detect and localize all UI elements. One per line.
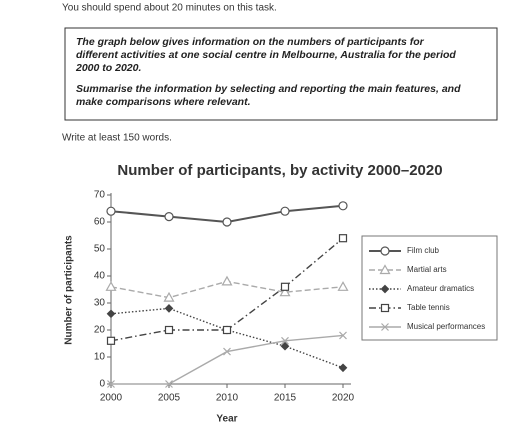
marker — [163, 291, 175, 302]
x-tick-label: 2010 — [216, 393, 239, 404]
marker — [106, 309, 116, 319]
prompt-line: different activities at one social centr… — [76, 49, 456, 61]
y-tick-label: 40 — [94, 271, 106, 282]
marker — [338, 363, 348, 373]
y-tick-label: 50 — [94, 244, 106, 255]
legend-label: Table tennis — [407, 303, 450, 312]
chart-title: Number of participants, by activity 2000… — [117, 162, 442, 179]
legend-marker — [380, 246, 390, 256]
prompt-line: Summarise the information by selecting a… — [76, 83, 461, 95]
marker — [339, 331, 347, 340]
marker — [164, 212, 174, 222]
marker — [106, 206, 116, 216]
marker — [164, 325, 174, 335]
marker — [107, 380, 115, 388]
marker — [338, 201, 348, 211]
legend-marker — [379, 264, 391, 275]
legend-marker — [380, 284, 390, 294]
prompt-box — [64, 27, 498, 121]
word-count-instruction: Write at least 150 words. — [62, 133, 172, 144]
marker — [165, 380, 173, 388]
prompt-line: 2000 to 2020. — [75, 62, 141, 74]
prompt-line: The graph below gives information on the… — [76, 36, 425, 48]
marker — [338, 234, 348, 243]
y-axis-label: Number of participants — [64, 235, 75, 345]
y-tick-label: 10 — [94, 352, 106, 363]
series-line — [111, 334, 344, 385]
y-tick-label: 0 — [99, 379, 105, 390]
marker — [106, 336, 116, 345]
marker — [221, 275, 233, 286]
marker — [164, 304, 174, 313]
y-tick-label: 70 — [94, 190, 106, 201]
instruction: You should spend about 20 minutes on thi… — [62, 3, 277, 14]
legend-label: Martial arts — [407, 265, 447, 274]
marker — [280, 206, 290, 216]
marker — [279, 286, 291, 297]
y-tick-label: 30 — [94, 298, 106, 309]
marker — [281, 336, 289, 345]
x-tick-label: 2020 — [332, 393, 355, 404]
legend-marker — [381, 323, 389, 331]
y-tick-label: 20 — [94, 325, 106, 336]
marker — [222, 325, 232, 335]
marker — [105, 281, 117, 291]
x-tick-label: 2000 — [100, 393, 123, 404]
marker — [222, 217, 232, 227]
x-tick-label: 2005 — [158, 393, 181, 404]
prompt: The graph below gives information on the… — [75, 36, 461, 108]
x-tick-label: 2015 — [274, 393, 297, 404]
marker — [280, 282, 290, 291]
marker — [280, 341, 290, 351]
marker — [223, 347, 231, 356]
prompt-line: make comparisons where relevant. — [76, 96, 251, 108]
legend-label: Film club — [407, 246, 440, 255]
legend-marker — [380, 303, 390, 313]
marker — [337, 281, 349, 291]
x-axis-label: Year — [216, 414, 237, 425]
legend-label: Amateur dramatics — [407, 284, 474, 293]
legend-label: Musical performances — [407, 322, 485, 331]
y-tick-label: 60 — [94, 217, 106, 228]
